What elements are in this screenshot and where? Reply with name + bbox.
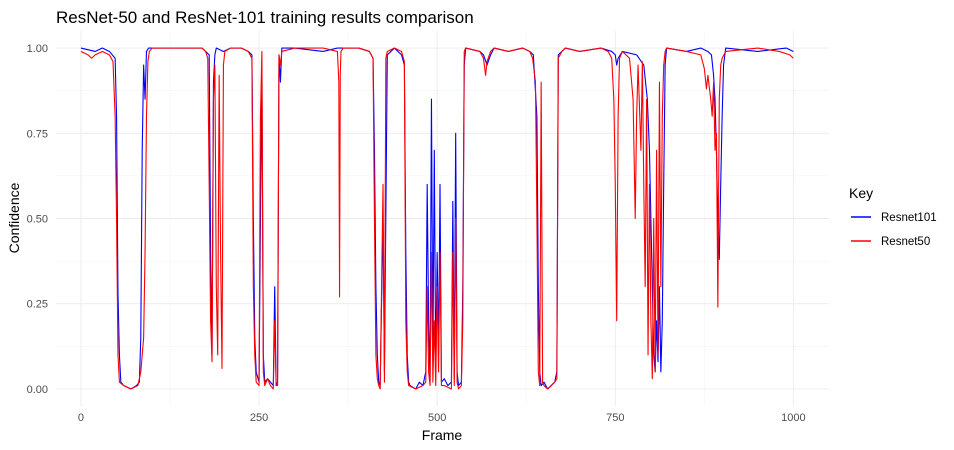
y-tick-label: 0.50	[27, 214, 48, 226]
x-tick-label: 1000	[781, 412, 805, 424]
legend: Key Resnet101 Resnet50	[849, 185, 937, 248]
x-tick-label: 250	[250, 412, 268, 424]
series-layer	[80, 47, 794, 390]
chart-title: ResNet-50 and ResNet-101 training result…	[56, 8, 474, 27]
x-tick-label: 0	[78, 412, 84, 424]
legend-title: Key	[849, 185, 873, 201]
y-tick-label: 0.25	[27, 299, 48, 311]
x-axis-title: Frame	[422, 427, 463, 443]
y-tick-label: 0.75	[27, 128, 48, 140]
y-tick-label: 0.00	[27, 384, 48, 396]
x-tick-label: 750	[606, 412, 624, 424]
legend-label-resnet50: Resnet50	[881, 236, 930, 248]
y-axis-ticks: 0.00 0.25 0.50 0.75 1.00	[27, 43, 48, 396]
y-tick-label: 1.00	[27, 43, 48, 55]
x-tick-label: 500	[428, 412, 446, 424]
legend-label-resnet101: Resnet101	[881, 212, 937, 224]
y-axis-title: Confidence	[6, 182, 22, 253]
x-axis-ticks: 0 250 500 750 1000	[78, 412, 806, 424]
series-line-resnet50	[80, 47, 794, 390]
series-line-resnet101	[80, 47, 794, 390]
grid	[56, 31, 829, 406]
